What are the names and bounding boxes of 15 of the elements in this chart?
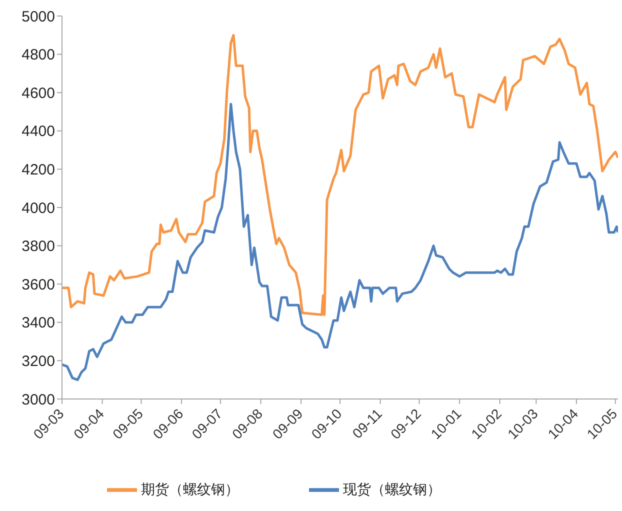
y-tick-label: 4600 (22, 84, 55, 102)
line-series (62, 102, 618, 382)
y-tick-label: 3200 (22, 353, 55, 370)
y-tick-label: 3000 (22, 391, 55, 408)
y-tick-label: 4800 (22, 46, 55, 64)
legend-label: 期货（螺纹钢） (141, 480, 239, 497)
y-tick-label: 3800 (22, 238, 55, 256)
line-series (62, 34, 618, 316)
legend-label: 现货（螺纹钢） (343, 480, 441, 497)
y-tick-label: 5000 (22, 8, 55, 26)
y-tick-label: 3400 (22, 314, 55, 332)
y-tick-label: 4400 (22, 123, 55, 140)
y-tick-label: 3600 (22, 276, 55, 294)
y-tick-label: 4200 (22, 162, 55, 179)
y-tick-label: 4000 (22, 200, 55, 217)
